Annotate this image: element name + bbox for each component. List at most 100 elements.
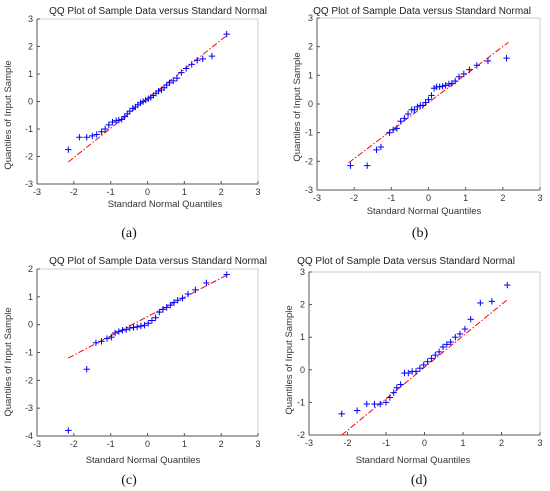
panel-d-data-point [420,361,427,369]
panel-c-xtick-label: -1 [107,439,115,449]
panel-a-label: (a) [121,226,137,241]
panel-a-xtick-label: 3 [255,187,260,197]
panel-d-ytick-label: 2 [300,300,305,310]
panel-d-data-point [443,341,451,348]
panel-d-reference-line [341,299,508,436]
panel-d-ytick-label: -2 [297,430,305,440]
panel-d-data-point [382,399,390,406]
panel-c-ytick-label: -4 [25,431,33,441]
panel-b-ytick-label: 3 [308,13,313,23]
panel-c-data-point [152,314,159,321]
panel-a-ytick-label: 2 [28,42,33,52]
panel-b-data-point [460,70,468,78]
panel-c-reference-line [68,274,227,359]
panel-a-xtick-label: 1 [182,187,187,197]
panel-a-data-point [83,134,90,141]
panel-a-data-point [182,65,190,72]
panel-b-ytick-label: -1 [305,128,313,138]
panel-d-data-point [390,389,397,396]
panel-c-data-point [159,306,167,313]
panel-d-data-point [452,334,459,341]
panel-d-data-point [439,343,447,351]
panel-b-data-point [414,103,421,111]
panel-a-data-point [155,87,162,95]
panel-c-label: (c) [121,473,137,488]
panel-c-data-point [98,338,105,345]
panel-b-data-point [439,83,446,90]
panel-a-data-point [115,117,122,124]
panel-d-xtick-label: 2 [499,438,504,448]
panel-b-data-point [455,73,463,80]
panel-c-data-point [137,322,145,330]
panel-a-plot-area: -3 -2 -1 0 1 2 3 -3 -2 -1 0 1 2 3 [25,14,261,197]
panel-c-data-point [115,328,122,335]
panel-a-data-point [65,146,72,153]
panel-c-data-point [174,296,181,304]
panel-c-xtick-label: 1 [182,439,187,449]
panel-a-data-point [170,77,177,85]
panel-b-data-point [386,129,393,136]
panel-b-data-point [445,80,453,88]
panel-b-data-point [448,80,456,87]
panel-c-data-point [111,329,119,337]
panel-b-data-point [389,126,397,133]
panel-a-data-point [98,128,105,135]
panel-c-data-point [167,301,174,309]
panel-c-data-point [133,323,141,331]
panel-c-data-point [92,339,100,346]
panel-b-data-point [436,83,443,90]
panel-c-xtick-label: 3 [255,439,260,449]
panel-b-data-point [404,110,412,118]
panel-a-xlabel: Standard Normal Quantiles [108,199,223,210]
panel-b-data-point [401,115,408,122]
panel-b-ytick-label: -2 [305,156,313,166]
panel-a-data-point [173,74,181,82]
panel-c-ytick-label: -2 [25,375,33,385]
panel-a-data-point [93,131,100,138]
panel-b-data-point [422,99,429,106]
panel-c-data-point [145,320,152,327]
panel-b-data-point [484,57,492,65]
panel-b-data-point [363,162,371,169]
panel-d-xlabel: Standard Normal Quantiles [356,455,471,466]
panel-a: QQ Plot of Sample Data versus Standard N… [3,6,267,241]
panel-d-title: QQ Plot of Sample Data versus Standard N… [297,256,515,267]
panel-b-xtick-label: -3 [313,193,321,203]
panel-b-ytick-label: 0 [308,99,313,109]
panel-d-xtick-label: 0 [422,438,427,448]
panel-d-data-point [416,364,424,372]
panel-b-xtick-label: -1 [387,193,395,203]
panel-b-title: QQ Plot of Sample Data versus Standard N… [313,6,531,17]
panel-d-data-point [477,299,484,307]
panel-c-xtick-label: -2 [70,439,78,449]
panel-a-title: QQ Plot of Sample Data versus Standard N… [49,6,267,17]
panel-d-data-point [467,316,474,323]
panel-a-xtick-label: -3 [33,187,41,197]
panel-b-data-point [377,143,385,151]
panel-b-plot-area: -3 -2 -1 0 1 2 3 -3 -2 -1 0 1 2 3 [305,13,543,203]
panel-a-data-point [188,61,195,68]
panel-c-axes-box [36,268,259,437]
panel-b-data-point [425,96,432,103]
panel-b-data-point [397,118,404,125]
panel-d-data-point [456,330,464,338]
panel-a-ytick-label: 3 [28,14,33,24]
panel-b-data-point [466,66,473,73]
panel-a-ylabel: Quantiles of Input Sample [3,60,14,169]
panel-b-data-point [393,125,401,132]
panel-d-data-point [397,381,404,388]
panel-c-ylabel: Quantiles of Input Sample [3,307,14,416]
panel-a-ytick-label: -1 [25,124,33,134]
panel-a-data-point [208,52,216,60]
panel-d-data-point [363,400,370,408]
panel-b-xtick-label: 1 [463,193,468,203]
panel-b-xtick-label: 3 [537,193,542,203]
panel-c-title: QQ Plot of Sample Data versus Standard N… [49,256,267,267]
panel-a-ytick-label: 1 [28,69,33,79]
panel-c-data-point [108,333,115,341]
panel-d-data-point [377,400,384,408]
panel-c-ytick-label: 0 [28,320,33,330]
panel-d-xtick-label: 1 [460,438,465,448]
panel-c-data-point [170,299,178,306]
